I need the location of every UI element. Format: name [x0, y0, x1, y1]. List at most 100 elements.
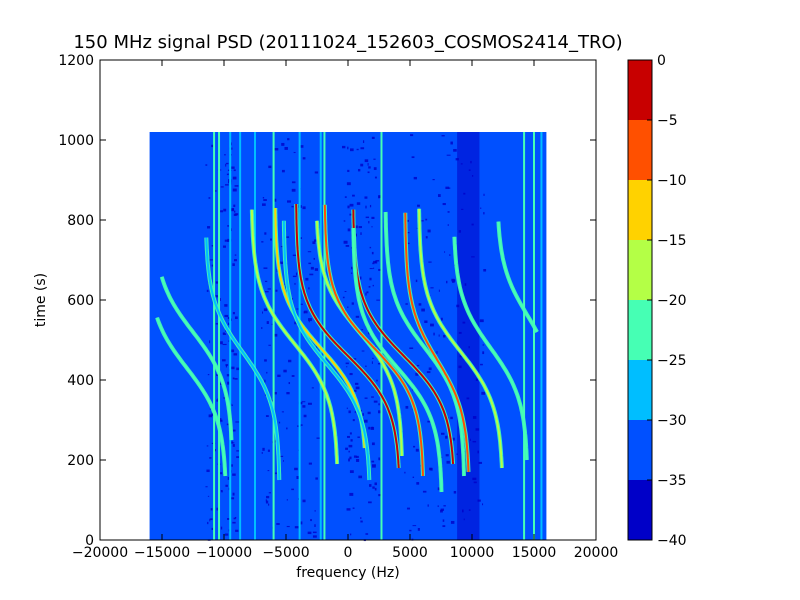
low-power-speckle	[373, 158, 376, 160]
low-power-speckle	[219, 298, 221, 301]
low-power-speckle	[206, 445, 209, 447]
low-power-speckle	[358, 475, 363, 479]
low-power-speckle	[345, 362, 349, 365]
low-power-speckle	[210, 508, 213, 511]
low-power-speckle	[286, 391, 290, 395]
x-tick-label: 0	[344, 545, 353, 561]
low-power-speckle	[420, 220, 424, 222]
low-power-speckle	[440, 317, 443, 321]
low-power-speckle	[279, 261, 283, 265]
low-power-speckle	[453, 491, 457, 494]
low-power-speckle	[261, 241, 264, 243]
low-power-speckle	[413, 445, 416, 448]
low-power-speckle	[440, 509, 443, 513]
low-power-speckle	[368, 166, 371, 169]
low-power-speckle	[415, 372, 419, 376]
low-power-speckle	[443, 334, 446, 338]
low-power-speckle	[351, 266, 353, 270]
low-power-speckle	[347, 306, 349, 308]
low-power-speckle	[216, 507, 219, 511]
low-power-speckle	[371, 251, 374, 255]
low-power-speckle	[360, 147, 365, 150]
low-power-speckle	[291, 205, 294, 208]
low-power-speckle	[378, 195, 380, 199]
low-power-speckle	[479, 319, 484, 323]
x-tick-label: 5000	[392, 545, 428, 561]
low-power-speckle	[440, 508, 445, 511]
x-tick-label: 20000	[574, 545, 619, 561]
low-power-speckle	[307, 402, 312, 405]
x-axis-label: frequency (Hz)	[296, 565, 399, 581]
low-power-speckle	[227, 225, 230, 227]
low-power-speckle	[207, 374, 210, 376]
low-power-speckle	[360, 163, 364, 167]
low-power-speckle	[268, 344, 271, 346]
low-power-speckle	[483, 212, 485, 215]
low-power-speckle	[350, 148, 354, 152]
low-power-speckle	[362, 413, 364, 416]
low-power-speckle	[376, 379, 378, 382]
low-power-speckle	[368, 286, 371, 288]
low-power-speckle	[371, 136, 375, 139]
low-power-speckle	[231, 404, 233, 407]
colorbar-tick-label: −15	[657, 233, 687, 249]
low-power-speckle	[372, 465, 376, 468]
low-power-speckle	[442, 203, 446, 206]
low-power-speckle	[209, 259, 214, 261]
low-power-speckle	[350, 439, 353, 442]
low-power-speckle	[377, 362, 381, 365]
low-power-speckle	[224, 154, 226, 156]
doppler-trace	[497, 221, 538, 333]
low-power-speckle	[294, 282, 296, 285]
low-power-speckle	[236, 456, 240, 459]
low-power-speckle	[235, 213, 239, 216]
low-power-speckle	[287, 200, 291, 203]
doppler-trace	[156, 317, 227, 477]
low-power-speckle	[299, 145, 304, 148]
low-power-speckle	[234, 259, 237, 262]
low-power-speckle	[450, 437, 455, 441]
low-power-speckle	[266, 371, 268, 374]
low-power-speckle	[287, 138, 290, 141]
low-power-speckle	[356, 148, 359, 151]
low-power-speckle	[353, 225, 358, 229]
low-power-speckle	[233, 517, 236, 520]
low-power-speckle	[267, 449, 270, 452]
low-power-speckle	[373, 260, 377, 264]
low-power-speckle	[209, 518, 211, 522]
low-power-speckle	[351, 302, 354, 305]
low-power-speckle	[265, 500, 269, 504]
low-power-speckle	[221, 490, 223, 493]
low-power-speckle	[349, 203, 354, 207]
low-power-speckle	[235, 316, 238, 320]
low-power-speckle	[373, 167, 377, 170]
low-power-speckle	[482, 351, 485, 355]
low-power-speckle	[378, 410, 381, 414]
low-power-speckle	[355, 386, 360, 390]
low-power-speckle	[357, 168, 361, 172]
low-power-speckle	[350, 533, 352, 536]
low-power-speckle	[355, 315, 360, 318]
low-power-speckle	[417, 527, 420, 531]
low-power-speckle	[225, 484, 228, 487]
low-power-speckle	[407, 232, 410, 234]
low-power-speckle	[374, 176, 377, 179]
low-power-speckle	[211, 245, 214, 247]
low-power-speckle	[225, 364, 229, 366]
low-power-speckle	[349, 456, 352, 460]
low-power-speckle	[267, 288, 271, 290]
low-power-speckle	[430, 287, 434, 289]
low-power-speckle	[371, 361, 373, 364]
low-power-speckle	[218, 341, 223, 345]
colorbar-tick-label: −10	[657, 173, 687, 189]
low-power-speckle	[371, 460, 375, 463]
low-power-speckle	[226, 374, 231, 377]
low-power-speckle	[448, 187, 451, 189]
low-power-speckle	[314, 510, 316, 512]
low-power-speckle	[219, 210, 224, 213]
low-power-speckle	[427, 420, 431, 423]
low-power-speckle	[349, 213, 353, 216]
low-power-speckle	[413, 176, 417, 180]
low-power-speckle	[264, 232, 267, 235]
low-power-speckle	[427, 504, 429, 507]
